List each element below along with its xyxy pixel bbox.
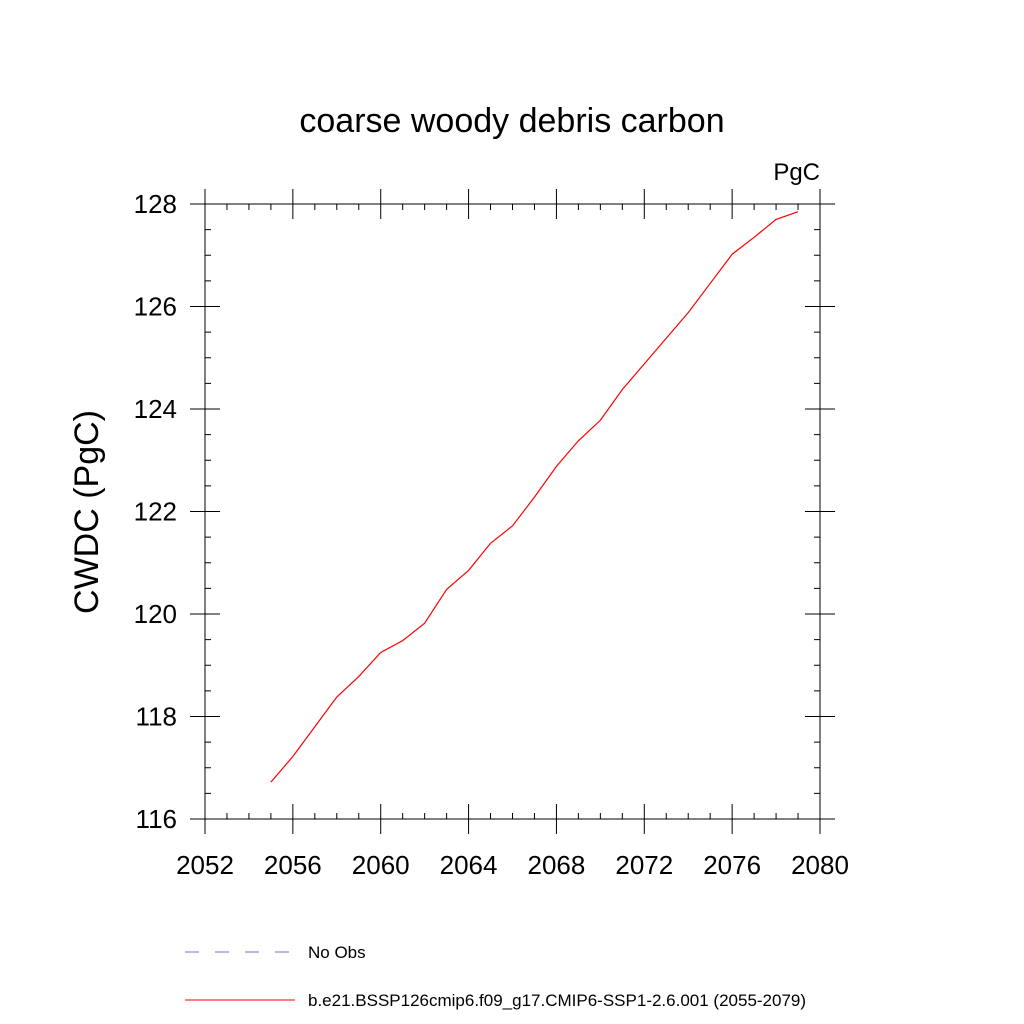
x-tick-label: 2076 — [703, 850, 761, 880]
units-label: PgC — [773, 159, 820, 186]
y-tick-label: 126 — [134, 292, 177, 322]
x-tick-label: 2060 — [352, 850, 410, 880]
y-tick-label: 116 — [136, 804, 177, 834]
x-tick-label: 2072 — [615, 850, 673, 880]
plot-frame — [204, 203, 821, 820]
y-axis-label: CWDC (PgC) — [68, 410, 106, 614]
series-line-1 — [270, 211, 799, 783]
y-tick-label: 128 — [134, 189, 177, 219]
chart-title: coarse woody debris carbon — [299, 102, 724, 140]
legend-label-1: b.e21.BSSP126cmip6.f09_g17.CMIP6-SSP1-2.… — [308, 991, 806, 1010]
axis-ticks — [190, 189, 835, 834]
y-tick-label: 118 — [136, 702, 177, 732]
x-tick-label: 2064 — [440, 850, 498, 880]
y-tick-label: 122 — [134, 497, 177, 527]
legend-label-0: No Obs — [308, 943, 366, 962]
x-tick-label: 2052 — [176, 850, 234, 880]
x-tick-label: 2056 — [264, 850, 322, 880]
y-tick-label: 120 — [134, 599, 177, 629]
x-tick-label: 2080 — [791, 850, 849, 880]
y-tick-label: 124 — [134, 394, 177, 424]
axis-tick-labels: 2052 2056 2060 2064 2068 2072 2076 2080 116 118 12… — [134, 189, 849, 880]
series-group — [270, 211, 799, 783]
legend: No Obs b.e21.BSSP126cmip6.f09_g17.CMIP6-S… — [185, 943, 806, 1010]
x-tick-label: 2068 — [528, 850, 586, 880]
